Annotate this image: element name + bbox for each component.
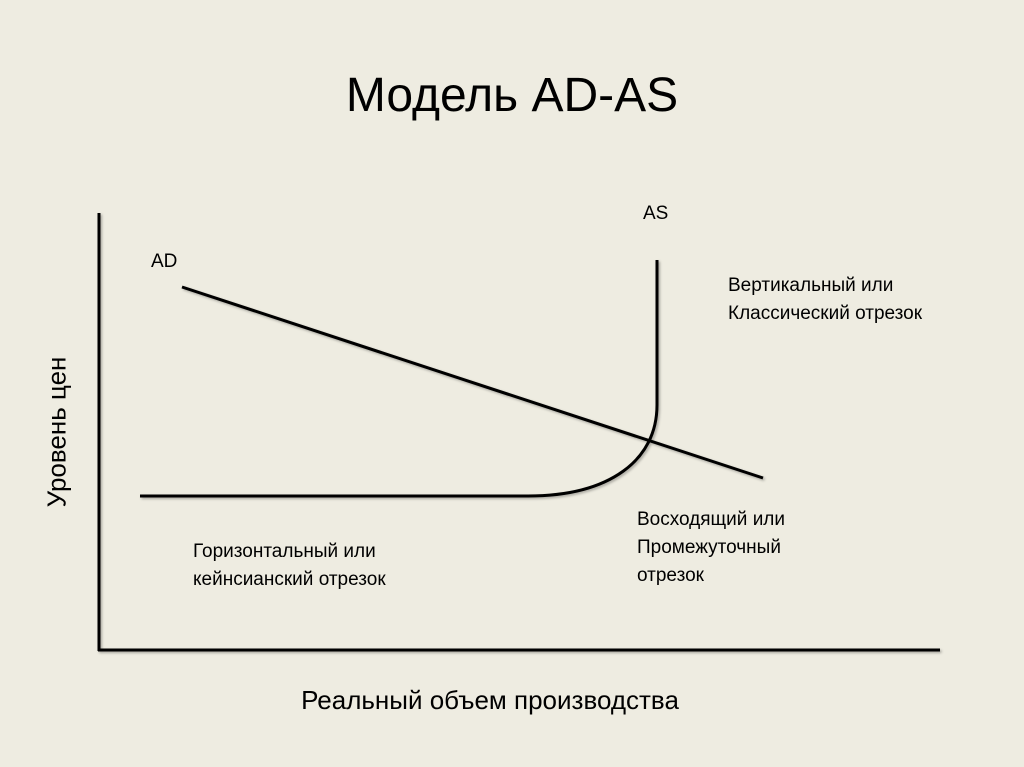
x-axis-label: Реальный объем производства bbox=[301, 685, 679, 715]
label-line: Вертикальный или bbox=[728, 275, 894, 296]
label-line: Горизонтальный или bbox=[193, 541, 376, 562]
label-line: кейнсианский отрезок bbox=[193, 569, 386, 590]
ad-label: AD bbox=[151, 251, 178, 272]
label-line: Классический отрезок bbox=[728, 303, 923, 324]
as-curve bbox=[140, 260, 659, 498]
horizontal-segment-label: Горизонтальный или кейнсианский отрезок bbox=[193, 538, 386, 594]
slide-title: Модель AD-AS bbox=[345, 69, 679, 122]
ad-curve bbox=[181, 285, 764, 480]
label-line: Промежуточный bbox=[637, 537, 781, 558]
vertical-segment-label: Вертикальный или Классический отрезок bbox=[728, 272, 922, 328]
intermediate-segment-label: Восходящий или Промежуточный отрезок bbox=[637, 506, 785, 590]
as-label: AS bbox=[643, 203, 669, 224]
label-line: Восходящий или bbox=[637, 509, 786, 530]
label-line: отрезок bbox=[637, 565, 704, 586]
y-axis-label: Уровень цен bbox=[41, 356, 72, 508]
